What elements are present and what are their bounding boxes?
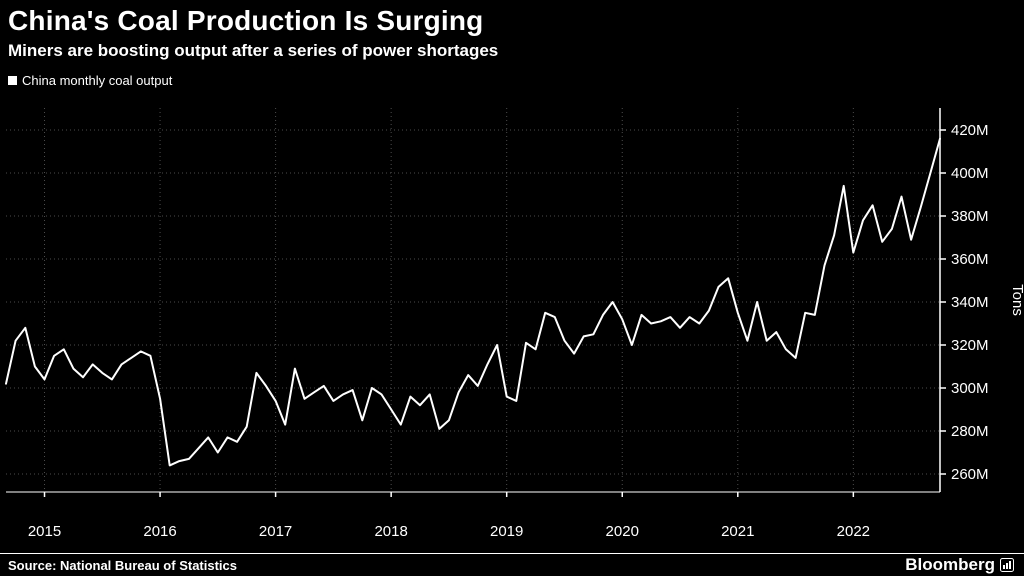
svg-text:2020: 2020: [606, 523, 639, 540]
svg-text:360M: 360M: [951, 251, 989, 268]
svg-text:2022: 2022: [837, 523, 870, 540]
chart-subtitle: Miners are boosting output after a serie…: [8, 40, 499, 60]
svg-text:2015: 2015: [28, 523, 61, 540]
svg-text:260M: 260M: [951, 466, 989, 483]
bloomberg-logo: Bloomberg: [905, 555, 1014, 575]
svg-text:2018: 2018: [374, 523, 407, 540]
legend-label: China monthly coal output: [22, 73, 173, 89]
svg-text:2016: 2016: [143, 523, 176, 540]
svg-text:340M: 340M: [951, 294, 989, 311]
chart-header: China's Coal Production Is Surging Miner…: [0, 0, 1024, 61]
chart-footer: Source: National Bureau of Statistics Bl…: [0, 553, 1024, 576]
svg-text:Tons: Tons: [1009, 284, 1024, 316]
source-text: Source: National Bureau of Statistics: [8, 557, 237, 573]
svg-text:2021: 2021: [721, 523, 754, 540]
svg-text:400M: 400M: [951, 165, 989, 182]
svg-text:420M: 420M: [951, 122, 989, 139]
svg-text:2019: 2019: [490, 523, 523, 540]
svg-text:300M: 300M: [951, 380, 989, 397]
svg-text:280M: 280M: [951, 423, 989, 440]
line-chart: 260M 280M 300M 320M 340M 360M 380M 400M 420M 2015…: [0, 94, 1024, 550]
svg-text:320M: 320M: [951, 337, 989, 354]
chart-title: China's Coal Production Is Surging: [8, 5, 484, 36]
bloomberg-terminal-icon: [1000, 558, 1014, 572]
svg-text:380M: 380M: [951, 208, 989, 225]
chart-svg: 260M 280M 300M 320M 340M 360M 380M 400M 420M 2015…: [5, 108, 1024, 540]
legend-marker-icon: [8, 76, 17, 86]
bloomberg-wordmark: Bloomberg: [905, 555, 995, 574]
legend: China monthly coal output: [8, 73, 1024, 88]
svg-text:2017: 2017: [259, 523, 292, 540]
